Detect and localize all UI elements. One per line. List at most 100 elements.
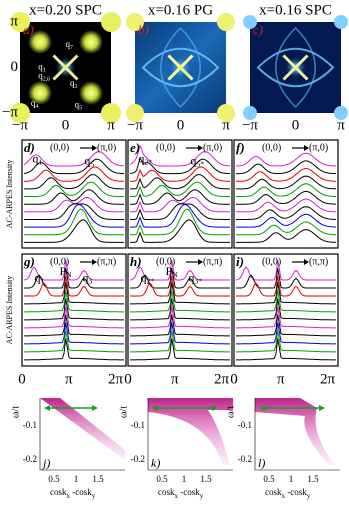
edc-curve <box>24 290 124 313</box>
edc-curve <box>236 290 336 313</box>
intensity-map <box>126 13 235 122</box>
edc-curve <box>130 282 230 305</box>
edc-curve <box>24 203 124 220</box>
edc-annotation-main: q <box>32 151 38 165</box>
panel-frame <box>21 139 127 249</box>
x-tick-label: 1.5 <box>307 474 319 484</box>
x-tick-label: 2π <box>214 371 230 387</box>
edc-annotation-sub: 5* <box>196 159 204 168</box>
disp-band <box>148 398 233 465</box>
edc-curve <box>24 322 124 345</box>
map-arc <box>275 26 316 109</box>
x-tick-label: 1.5 <box>200 474 212 484</box>
path-end: (π,0) <box>309 142 328 153</box>
path-end: (π,π) <box>203 256 222 267</box>
map-title: x=0.16 SPC <box>259 2 332 18</box>
map-title: x=0.16 PG <box>148 2 213 18</box>
edc-annotation-main: q <box>82 270 88 284</box>
path-arrow-head <box>304 145 309 151</box>
edc-annotation-main: q <box>138 151 144 165</box>
map-annotation-sub: 7 <box>70 45 73 51</box>
edc-annotation: q2* <box>140 270 154 285</box>
x-axis-label: coskx -cosky <box>50 487 96 500</box>
path-end: (π,π) <box>97 256 116 267</box>
x-tick-label: π <box>65 371 73 387</box>
edc-curve <box>24 219 124 243</box>
panel-label: d) <box>24 140 35 155</box>
map-corner <box>126 104 144 122</box>
y-tick-label: -0.1 <box>238 420 252 430</box>
x-tick-label: 2π <box>108 371 124 387</box>
y-tick-label: -0.1 <box>131 420 145 430</box>
edc-annotation: q3* <box>188 270 202 285</box>
edc-curve <box>24 314 124 337</box>
edc-curve <box>24 174 124 190</box>
x-axis-label-sub: y <box>92 492 96 500</box>
edc-curve <box>129 144 231 167</box>
x-axis-label-main: -cosk <box>178 487 200 497</box>
map-corner <box>334 15 348 29</box>
x-axis-label: coskx -cosky <box>265 487 311 500</box>
panel-label: g) <box>23 254 35 269</box>
map-corner <box>10 103 30 123</box>
x-tick-label: 0 <box>18 371 26 387</box>
y-axis-label: ω/t <box>10 406 21 418</box>
y-tick-label: -0.2 <box>238 454 252 464</box>
x-axis-label-sub: y <box>307 492 311 500</box>
path-end: (π,0) <box>203 142 222 153</box>
panel-label: a) <box>23 22 34 37</box>
x-axis-label-sub: x <box>282 492 286 500</box>
disp-bg <box>40 398 125 470</box>
x-axis-label-main: cosk <box>158 487 175 497</box>
edc-curve <box>24 338 124 361</box>
path-start: (0,0) <box>262 142 281 153</box>
x-tick-label: π <box>222 117 230 133</box>
map-arc <box>141 47 220 88</box>
map-cross <box>52 54 79 81</box>
y-axis-label: ω/t <box>118 406 129 418</box>
x-tick-label: 0.5 <box>263 474 275 484</box>
edc-curve <box>236 314 336 337</box>
map-blob <box>28 30 53 55</box>
edc-curve <box>235 152 337 167</box>
edc-curve <box>130 196 230 213</box>
map-annotation-sub: 4 <box>35 104 38 110</box>
y-tick-label: π <box>10 13 18 29</box>
x-axis-label-sub: x <box>67 492 71 500</box>
edc-annotation-sub: N <box>172 270 178 279</box>
edc-curve <box>23 259 124 281</box>
y-axis-label: AC-ARPES Intensity <box>5 276 14 345</box>
path-start: (0,0) <box>156 142 175 153</box>
edc-annotation-sub: N <box>66 270 72 279</box>
x-tick-label: 1 <box>182 474 187 484</box>
x-tick-label: 1 <box>74 474 79 484</box>
edc-curve <box>236 183 336 197</box>
edc-curve <box>130 203 230 228</box>
path-start: (0,0) <box>156 256 175 267</box>
edc-curve <box>130 330 230 353</box>
map-corner <box>217 13 235 31</box>
panel-label: b) <box>138 22 149 37</box>
intensity-map <box>243 15 348 120</box>
edc-curve <box>23 158 125 175</box>
x-tick-label: 2π <box>320 371 336 387</box>
edc-curve <box>236 282 336 305</box>
map-annotation-main: q <box>38 71 43 81</box>
x-tick-label: 0 <box>230 371 238 387</box>
edc-curve <box>24 282 124 305</box>
x-axis-label: coskx -cosky <box>158 487 204 500</box>
edc-curve <box>24 181 124 197</box>
panel-label: k) <box>151 456 160 470</box>
x-tick-label: π <box>107 117 115 133</box>
path-arrow-head <box>198 259 203 265</box>
edc-curve <box>236 221 337 236</box>
path-end: (π,π) <box>309 256 328 267</box>
edc-curve <box>236 190 336 205</box>
edc-curve <box>24 189 124 205</box>
edc-annotation: PN <box>59 264 72 279</box>
edc-curve <box>129 259 230 281</box>
edc-curve <box>130 338 230 361</box>
x-tick-label: 0 <box>292 117 300 133</box>
x-tick-label: −π <box>12 117 28 133</box>
edc-annotation: q1 <box>32 151 42 166</box>
